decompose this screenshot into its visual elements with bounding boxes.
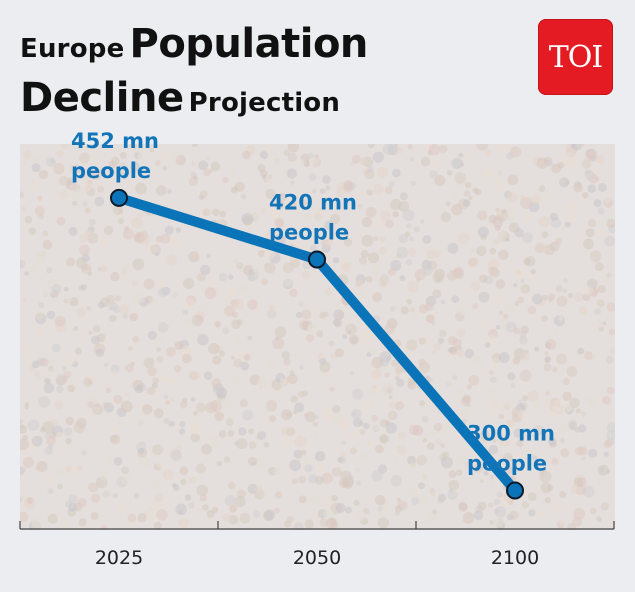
data-label-2100-line1: 300 mn (467, 422, 555, 446)
data-label-2050-line2: people (269, 221, 349, 245)
data-point-2050 (308, 250, 326, 269)
data-label-2025-line1: 452 mn (71, 129, 159, 153)
title-projection: Projection (188, 88, 341, 118)
x-tick-label-2050: 2050 (293, 547, 341, 569)
title-decline: Decline (20, 75, 184, 121)
data-label-2025-line2: people (71, 159, 151, 183)
title-population: Population (129, 21, 369, 67)
crowd-texture (20, 144, 615, 530)
data-label-2050-line1: 420 mn (269, 191, 357, 215)
data-point-2100 (506, 481, 524, 500)
x-tick-label-2025: 2025 (95, 547, 143, 569)
chart-title: Europe Population Decline Projection (20, 24, 368, 128)
x-tick-label-2100: 2100 (491, 547, 539, 569)
toi-logo-text: TOI (548, 39, 603, 75)
data-label-2100-line2: people (467, 452, 547, 476)
data-point-2025 (110, 188, 128, 207)
toi-logo: TOI (538, 19, 613, 95)
title-europe: Europe (20, 34, 125, 64)
crowd-background-image (20, 144, 615, 530)
